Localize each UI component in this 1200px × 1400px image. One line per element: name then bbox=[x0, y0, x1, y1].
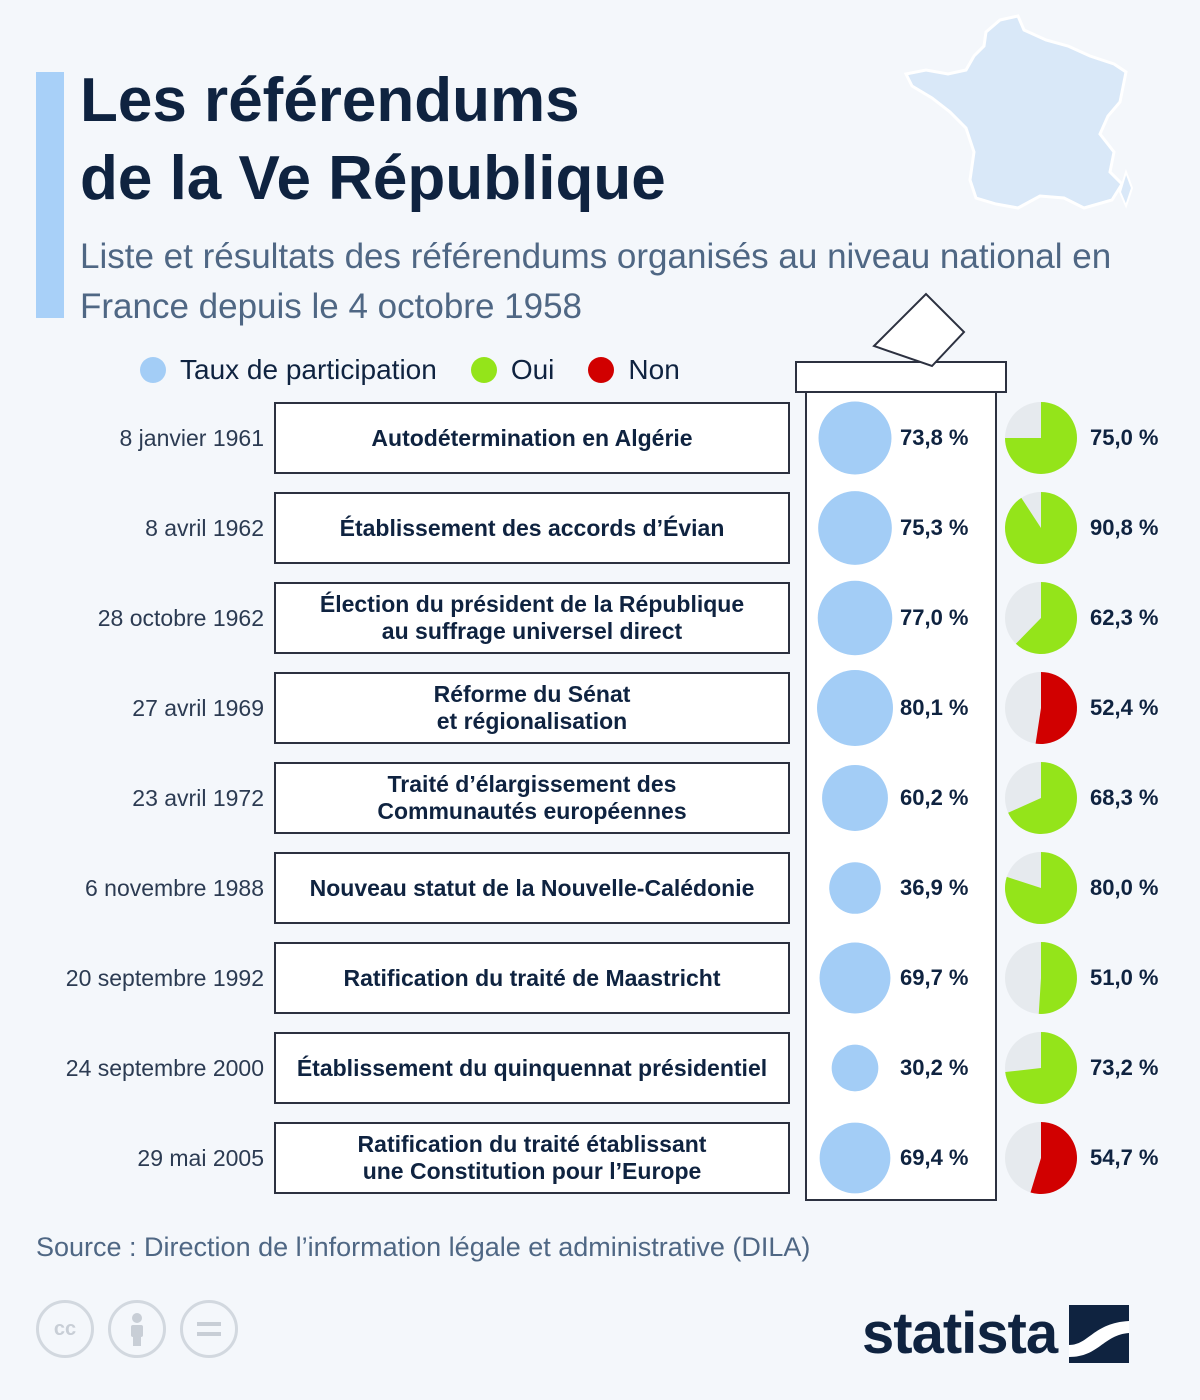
referendum-subject: Traité d’élargissement des Communautés e… bbox=[274, 762, 790, 834]
participation-circle bbox=[817, 580, 893, 656]
referendum-date: 27 avril 1969 bbox=[132, 695, 264, 721]
table-row: 8 avril 1962 Établissement des accords d’… bbox=[0, 492, 1200, 564]
nd-icon[interactable] bbox=[180, 1300, 238, 1358]
referendum-date: 28 octobre 1962 bbox=[97, 605, 264, 631]
legend-participation: Taux de participation bbox=[140, 354, 437, 386]
legend: Taux de participation Oui Non bbox=[140, 350, 714, 390]
result-pie-slice bbox=[1004, 852, 1077, 924]
result-value-label: 51,0 % bbox=[1090, 965, 1159, 990]
cc-icon[interactable]: cc bbox=[36, 1300, 94, 1358]
referendum-subject-label: Autodétermination en Algérie bbox=[371, 424, 693, 451]
legend-yes: Oui bbox=[470, 354, 555, 386]
result-value-label: 52,4 % bbox=[1090, 695, 1159, 720]
statista-wordmark: statista bbox=[862, 1301, 1058, 1366]
participation-value-label: 77,0 % bbox=[900, 605, 969, 630]
page-title: Les référendums de la Ve République bbox=[80, 62, 880, 218]
table-row: 20 septembre 1992 Ratification du traité … bbox=[0, 942, 1200, 1014]
ballot-box-lid bbox=[795, 361, 1007, 393]
legend-yes-label: Oui bbox=[510, 354, 555, 385]
referendum-date: 20 septembre 1992 bbox=[65, 965, 264, 991]
referendum-date: 23 avril 1972 bbox=[132, 785, 264, 811]
referendum-subject: Ratification du traité de Maastricht bbox=[274, 942, 790, 1014]
legend-no: Non bbox=[588, 354, 680, 386]
participation-value-label: 69,4 % bbox=[900, 1145, 969, 1170]
participation-circle bbox=[822, 765, 888, 831]
table-row: 6 novembre 1988 Nouveau statut de la Nouv… bbox=[0, 852, 1200, 924]
result-value-label: 68,3 % bbox=[1090, 785, 1159, 810]
referendum-subject: Autodétermination en Algérie bbox=[274, 402, 790, 474]
result-value-label: 54,7 % bbox=[1090, 1145, 1159, 1170]
no-dot-icon bbox=[588, 357, 615, 383]
participation-value-label: 30,2 % bbox=[900, 1055, 969, 1080]
referendum-date: 8 avril 1962 bbox=[145, 515, 264, 541]
table-row: 28 octobre 1962 Élection du président de … bbox=[0, 582, 1200, 654]
statista-mark-icon bbox=[1069, 1304, 1130, 1363]
participation-circle bbox=[831, 1044, 879, 1092]
participation-value-label: 69,7 % bbox=[900, 965, 969, 990]
participation-dot-icon bbox=[140, 357, 166, 383]
referendum-subject-label: Traité d’élargissement des Communautés e… bbox=[377, 771, 687, 824]
referendum-subject: Établissement des accords d’Évian bbox=[274, 492, 790, 564]
yes-dot-icon bbox=[470, 357, 497, 383]
france-map-icon bbox=[903, 14, 1134, 210]
legend-no-label: Non bbox=[628, 354, 680, 385]
statista-logo[interactable]: statista bbox=[862, 1300, 1130, 1367]
result-pie-slice bbox=[1035, 672, 1078, 744]
result-pie-slice bbox=[1005, 492, 1078, 564]
referendum-date: 8 janvier 1961 bbox=[119, 425, 265, 451]
referendum-subject-label: Établissement du quinquennat présidentie… bbox=[296, 1054, 768, 1081]
table-row: 29 mai 2005 Ratification du traité établi… bbox=[0, 1122, 1200, 1194]
participation-circle bbox=[818, 491, 892, 565]
participation-value-label: 60,2 % bbox=[900, 785, 969, 810]
participation-circle bbox=[818, 401, 892, 475]
result-value-label: 80,0 % bbox=[1090, 875, 1159, 900]
participation-circle bbox=[819, 1122, 891, 1194]
result-pie-slice bbox=[1030, 1122, 1078, 1194]
result-pie-slice bbox=[1008, 762, 1077, 834]
participation-circle bbox=[829, 862, 881, 914]
title-line-1: Les référendums bbox=[80, 66, 580, 135]
result-value-label: 73,2 % bbox=[1090, 1055, 1159, 1080]
referendum-subject-label: Ratification du traité établissant une C… bbox=[357, 1131, 707, 1184]
subtitle: Liste et résultats des référendums organ… bbox=[80, 237, 1112, 326]
referendum-subject-label: Ratification du traité de Maastricht bbox=[343, 964, 721, 991]
participation-value-label: 80,1 % bbox=[900, 695, 969, 720]
referendum-subject: Nouveau statut de la Nouvelle-Calédonie bbox=[274, 852, 790, 924]
result-pie-slice bbox=[1005, 402, 1077, 474]
referendum-subject: Élection du président de la République a… bbox=[274, 582, 790, 654]
participation-value-label: 75,3 % bbox=[900, 515, 969, 540]
referendum-subject: Ratification du traité établissant une C… bbox=[274, 1122, 790, 1194]
table-row: 23 avril 1972 Traité d’élargissement des … bbox=[0, 762, 1200, 834]
referendum-date: 6 novembre 1988 bbox=[84, 875, 264, 901]
source-note: Source : Direction de l’information léga… bbox=[36, 1232, 811, 1262]
table-row: 24 septembre 2000 Établissement du quinqu… bbox=[0, 1032, 1200, 1104]
referendum-subject: Réforme du Sénat et régionalisation bbox=[274, 672, 790, 744]
legend-participation-label: Taux de participation bbox=[180, 354, 437, 385]
title-line-2: de la Ve République bbox=[80, 144, 666, 213]
participation-value-label: 73,8 % bbox=[900, 425, 969, 450]
table-row: 27 avril 1969 Réforme du Sénat et régiona… bbox=[0, 672, 1200, 744]
referendum-date: 29 mai 2005 bbox=[137, 1145, 264, 1171]
title-accent-bar bbox=[36, 72, 64, 318]
result-value-label: 62,3 % bbox=[1090, 605, 1159, 630]
referendum-date: 24 septembre 2000 bbox=[65, 1055, 264, 1081]
referendum-subject-label: Nouveau statut de la Nouvelle-Calédonie bbox=[309, 874, 755, 901]
referendum-subject-label: Réforme du Sénat et régionalisation bbox=[433, 681, 631, 734]
license-icons: cc bbox=[36, 1300, 252, 1358]
result-pie-slice bbox=[1038, 942, 1077, 1014]
participation-circle bbox=[817, 670, 893, 746]
result-pie-slice bbox=[1005, 1032, 1078, 1104]
by-icon[interactable] bbox=[108, 1300, 166, 1358]
ballot-paper-icon bbox=[872, 292, 966, 368]
referendum-subject: Établissement du quinquennat présidentie… bbox=[274, 1032, 790, 1104]
participation-value-label: 36,9 % bbox=[900, 875, 969, 900]
result-value-label: 90,8 % bbox=[1090, 515, 1159, 540]
referendum-subject-label: Établissement des accords d’Évian bbox=[339, 514, 725, 541]
participation-circle bbox=[819, 942, 891, 1014]
referendum-subject-label: Élection du président de la République a… bbox=[319, 591, 745, 644]
result-value-label: 75,0 % bbox=[1090, 425, 1159, 450]
table-row: 8 janvier 1961 Autodétermination en Algér… bbox=[0, 402, 1200, 474]
result-pie-slice bbox=[1015, 582, 1078, 654]
ballot-box-graphic bbox=[795, 292, 1078, 1201]
